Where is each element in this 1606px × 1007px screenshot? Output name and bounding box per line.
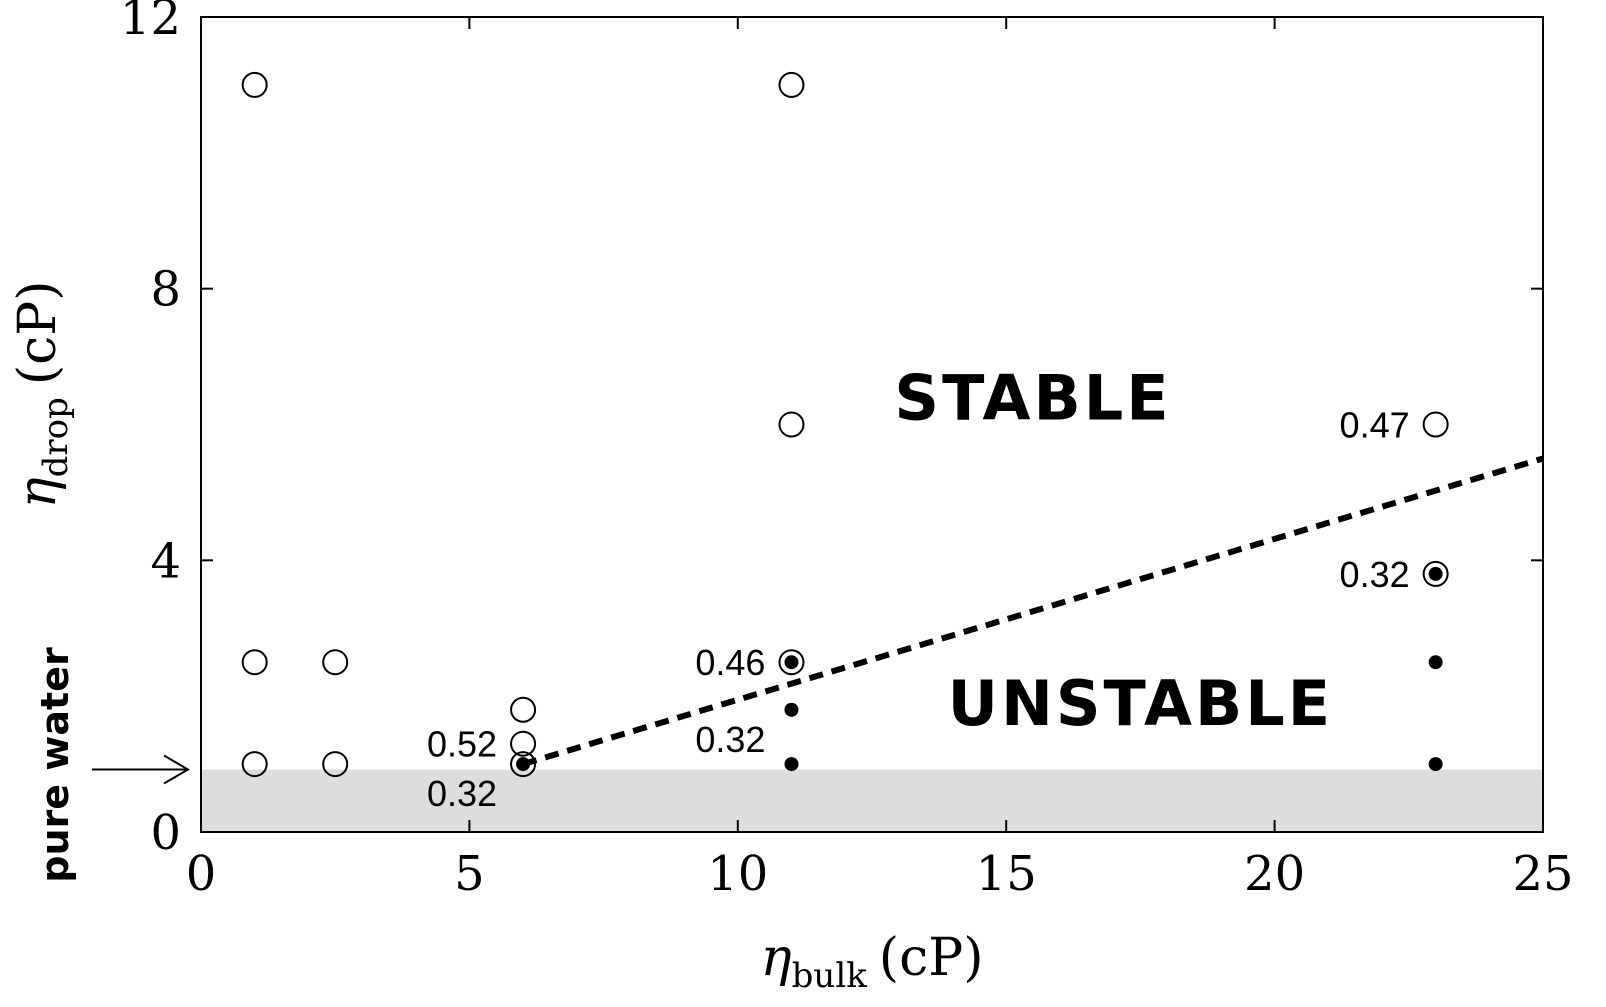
open-circle-point (241, 751, 268, 778)
region-label: STABLE (894, 361, 1171, 434)
open-circle-point (322, 751, 349, 778)
point-label: 0.47 (1340, 405, 1410, 446)
pure-water-arrow (92, 754, 190, 785)
filled-dot-point (784, 757, 799, 772)
open-circle-point (510, 696, 537, 723)
filled-dot-point (516, 757, 531, 772)
data-points (241, 71, 1449, 778)
open-circle-point (241, 649, 268, 676)
region-label: UNSTABLE (948, 667, 1333, 740)
point-label: 0.46 (695, 642, 765, 683)
y-tick-label: 4 (150, 533, 181, 589)
x-tick-label: 20 (1244, 846, 1305, 902)
y-tick-label: 8 (150, 262, 181, 318)
open-circle-point (1422, 560, 1449, 587)
filled-dot-point (1428, 566, 1443, 581)
x-tick-label: 10 (707, 846, 768, 902)
point-label: 0.32 (427, 773, 497, 814)
open-circle-point (322, 649, 349, 676)
x-tick-label: 0 (186, 846, 217, 902)
region-labels: STABLE UNSTABLE (894, 361, 1333, 740)
filled-dot-point (784, 702, 799, 717)
filled-dot-point (784, 655, 799, 670)
y-tick-labels: 0 4 8 12 (120, 0, 181, 861)
open-circle-point (241, 71, 268, 98)
pure-water-annotation: pure water (33, 647, 77, 883)
y-axis-title: ηdrop(cP) (8, 280, 76, 508)
point-label: 0.32 (695, 719, 765, 760)
plot-frame (200, 16, 1544, 833)
y-tick-label: 12 (120, 0, 181, 46)
filled-dot-point (1428, 655, 1443, 670)
x-tick-label: 15 (976, 846, 1037, 902)
open-circle-point (510, 730, 537, 757)
x-tick-label: 25 (1512, 846, 1573, 902)
open-circle-point (778, 71, 805, 98)
filled-dot-point (1428, 757, 1443, 772)
open-circle-point (1422, 411, 1449, 438)
point-label: 0.32 (1340, 554, 1410, 595)
pure-water-shaded-region (201, 769, 1543, 832)
x-axis-title: ηbulk (cP) (761, 928, 984, 996)
open-circle-point (778, 649, 805, 676)
x-tick-labels: 0 5 10 15 20 25 (186, 846, 1574, 902)
x-tick-label: 5 (454, 846, 485, 902)
stability-boundary-line (522, 455, 1544, 767)
y-tick-label: 0 (150, 805, 181, 861)
open-circle-point (510, 751, 537, 778)
open-circle-point (778, 411, 805, 438)
point-label: 0.52 (427, 724, 497, 765)
point-labels: 0.52 0.32 0.46 0.32 0.47 0.32 (427, 405, 1410, 815)
